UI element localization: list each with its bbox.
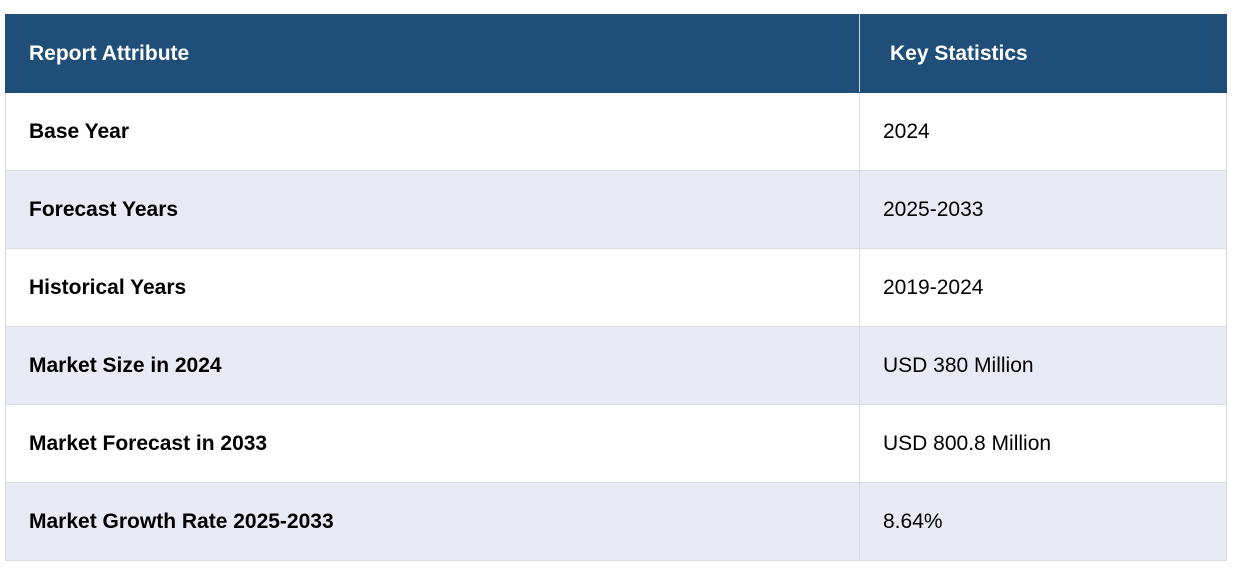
row-attribute-market-size: Market Size in 2024 — [5, 326, 860, 405]
table-row: Historical Years 2019-2024 — [5, 248, 1227, 327]
row-value-historical-years: 2019-2024 — [859, 248, 1227, 327]
report-statistics-table: Report Attribute Key Statistics Base Yea… — [5, 14, 1227, 561]
table-header-row: Report Attribute Key Statistics — [5, 14, 1227, 93]
table-row: Base Year 2024 — [5, 92, 1227, 171]
table-row: Market Forecast in 2033 USD 800.8 Millio… — [5, 404, 1227, 483]
table-row: Forecast Years 2025-2033 — [5, 170, 1227, 249]
row-attribute-forecast-years: Forecast Years — [5, 170, 860, 249]
row-attribute-market-forecast: Market Forecast in 2033 — [5, 404, 860, 483]
table-row: Market Size in 2024 USD 380 Million — [5, 326, 1227, 405]
row-value-market-size: USD 380 Million — [859, 326, 1227, 405]
table-row: Market Growth Rate 2025-2033 8.64% — [5, 482, 1227, 561]
row-value-market-forecast: USD 800.8 Million — [859, 404, 1227, 483]
row-value-growth-rate: 8.64% — [859, 482, 1227, 561]
header-key-statistics: Key Statistics — [859, 14, 1227, 93]
row-value-forecast-years: 2025-2033 — [859, 170, 1227, 249]
row-attribute-base-year: Base Year — [5, 92, 860, 171]
row-attribute-growth-rate: Market Growth Rate 2025-2033 — [5, 482, 860, 561]
row-value-base-year: 2024 — [859, 92, 1227, 171]
header-report-attribute: Report Attribute — [5, 14, 860, 93]
row-attribute-historical-years: Historical Years — [5, 248, 860, 327]
